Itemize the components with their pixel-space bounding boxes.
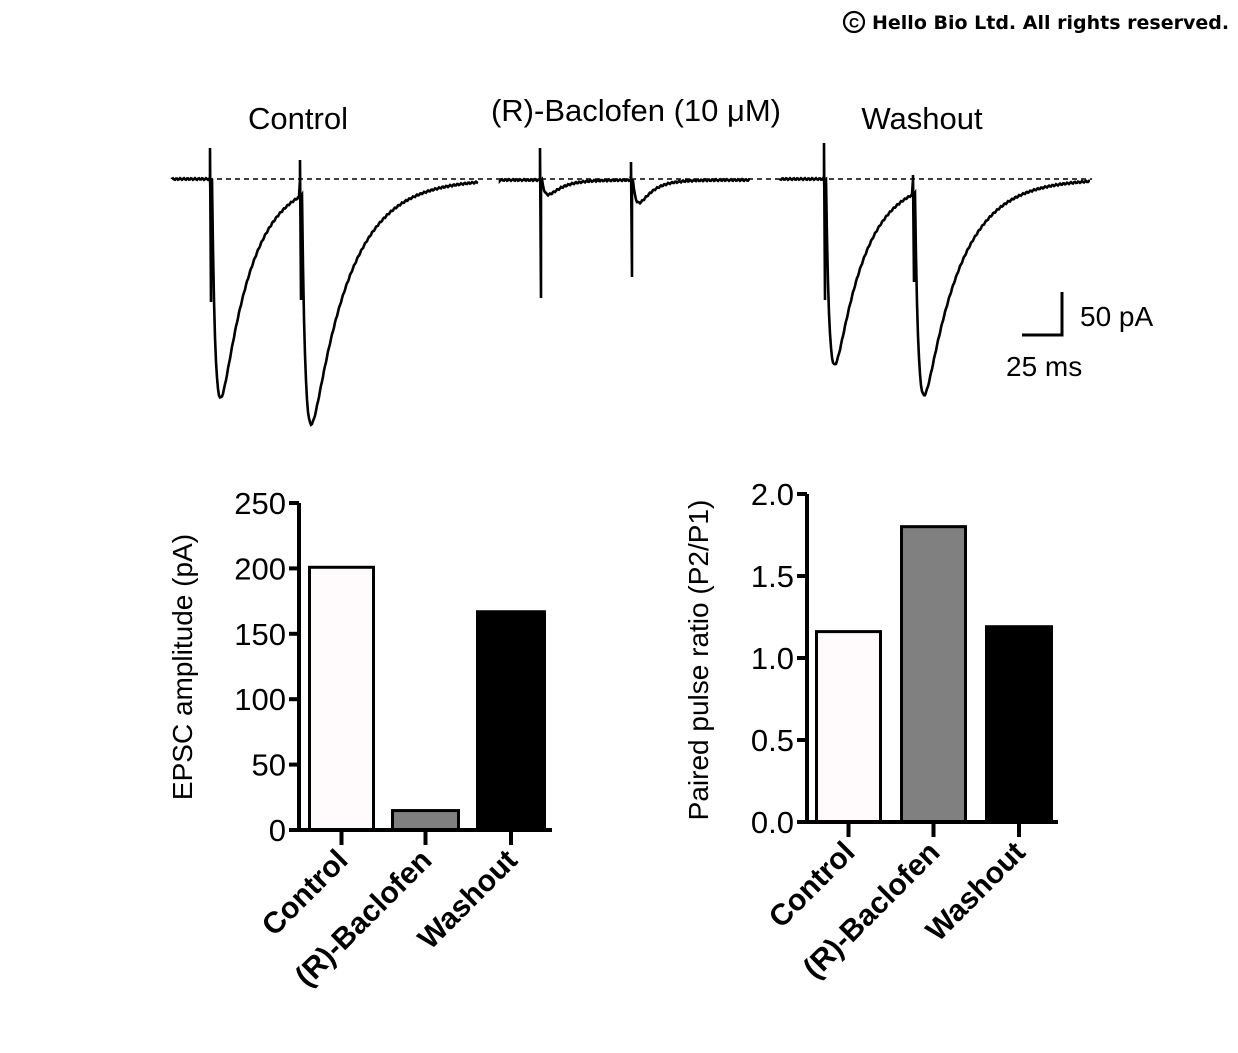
scale-bar-current-label: 50 pA bbox=[1080, 301, 1153, 332]
y-tick-label: 100 bbox=[234, 682, 286, 717]
y-tick-label: 150 bbox=[234, 617, 286, 652]
copyright-icon bbox=[842, 10, 866, 34]
bar-washout bbox=[476, 610, 546, 832]
y-tick-label: 200 bbox=[234, 551, 286, 586]
y-tick-label: 0.5 bbox=[751, 723, 794, 758]
y-axis-label: Paired pulse ratio (P2/P1) bbox=[683, 500, 714, 821]
y-tick-label: 0 bbox=[269, 813, 286, 848]
paired-pulse-ratio-chart: 0.00.51.01.52.0Control(R)-BaclofenWashou… bbox=[683, 477, 1058, 985]
bar-control bbox=[815, 630, 882, 824]
scale-bar-time-label: 25 ms bbox=[1006, 351, 1082, 382]
bar-r-baclofen bbox=[391, 809, 460, 832]
y-axis-label: EPSC amplitude (pA) bbox=[167, 534, 198, 800]
y-tick-label: 0.0 bbox=[751, 805, 794, 840]
copyright-text: Hello Bio Ltd. All rights reserved. bbox=[872, 12, 1229, 34]
y-tick-label: 2.0 bbox=[751, 477, 794, 512]
y-tick-label: 50 bbox=[252, 748, 286, 783]
copyright-icon-letter: C bbox=[849, 15, 859, 31]
trace-baclofen bbox=[498, 147, 751, 299]
trace-title-control: Control bbox=[248, 101, 348, 136]
trace-title-baclofen: (R)-Baclofen (10 μM) bbox=[491, 93, 781, 128]
trace-washout bbox=[778, 142, 1091, 397]
epsc-amplitude-chart: 050100150200250Control(R)-BaclofenWashou… bbox=[167, 486, 552, 993]
bar-r-baclofen bbox=[900, 525, 967, 824]
bar-washout bbox=[985, 625, 1053, 824]
bar-control bbox=[308, 565, 375, 832]
y-tick-label: 250 bbox=[234, 486, 286, 521]
y-tick-label: 1.0 bbox=[751, 641, 794, 676]
trace-control bbox=[170, 147, 479, 427]
trace-title-washout: Washout bbox=[861, 101, 983, 136]
copyright-notice: C Hello Bio Ltd. All rights reserved. bbox=[842, 10, 1229, 34]
scale-bar bbox=[1022, 292, 1064, 337]
y-tick-label: 1.5 bbox=[751, 559, 794, 594]
